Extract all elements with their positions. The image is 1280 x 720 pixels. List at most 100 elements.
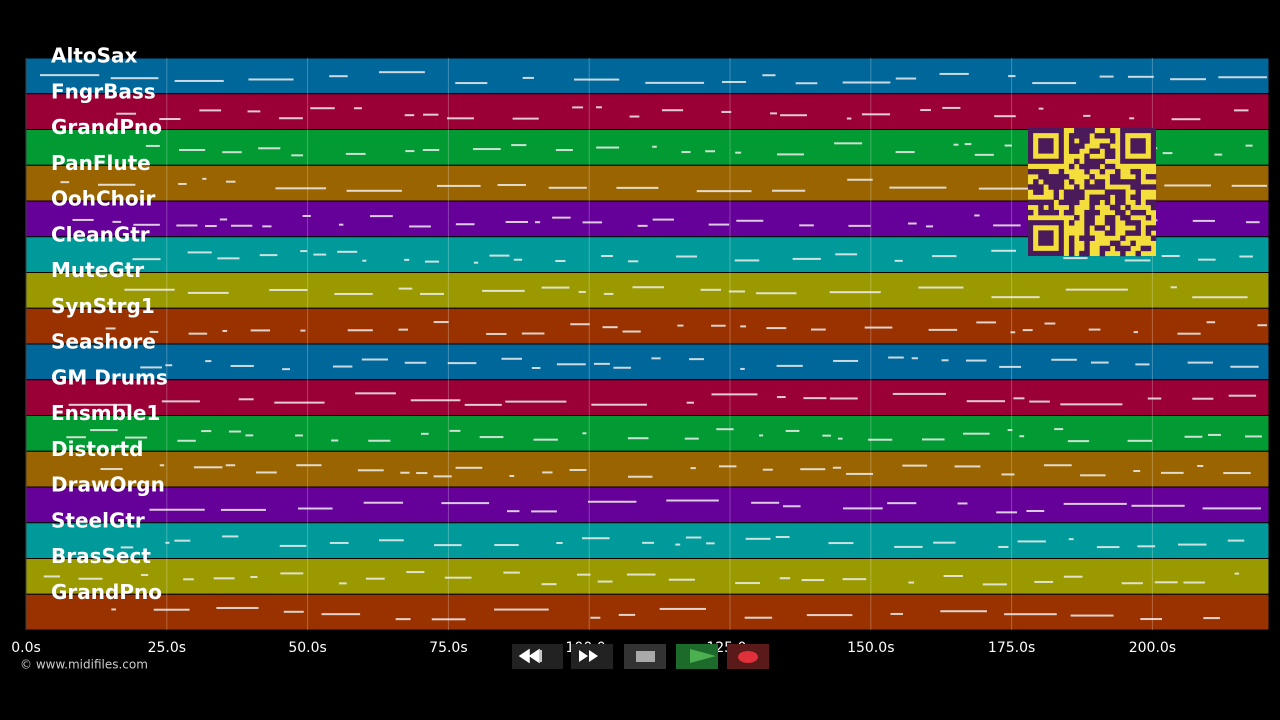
note [379,539,404,542]
note [895,151,915,154]
note [497,183,526,186]
qr-module [1130,230,1136,236]
note [632,286,664,289]
qr-module [1115,199,1121,206]
note [1001,473,1015,476]
note [302,214,311,217]
note [133,223,160,226]
note [541,286,570,289]
qr-module [1079,128,1085,134]
note [262,225,272,228]
note [932,255,957,258]
qr-module [1074,194,1080,200]
qr-module [1145,230,1152,236]
qr-module [1028,168,1034,175]
note [675,543,681,546]
note [991,296,1040,299]
note [569,468,587,471]
note [1013,397,1025,400]
note [659,607,706,610]
note [810,328,826,331]
note [455,466,483,469]
qr-module [1053,209,1060,216]
note [1022,329,1033,332]
note [978,187,1041,190]
qr-module [1104,128,1111,134]
note [455,82,488,85]
qr-module [1135,225,1141,231]
note [718,465,737,468]
qr-module [1074,133,1080,139]
qr-module [1074,189,1080,195]
note [1034,580,1054,583]
note [652,218,674,221]
note [434,544,462,547]
note [111,608,116,611]
note [801,579,825,582]
qr-module [1104,199,1111,206]
note [556,363,586,366]
note [140,573,149,576]
note [696,190,752,193]
note [998,545,1009,548]
qr-module [1099,158,1106,165]
qr-module [1089,128,1095,134]
note [296,464,322,467]
qr-module [1079,189,1085,195]
note [250,329,271,332]
note [642,541,655,544]
note [759,434,764,437]
note [78,577,103,580]
note [153,608,190,611]
qr-module [1068,163,1075,170]
qr-module [1104,220,1111,226]
note [275,187,327,190]
qr-module [1068,209,1075,216]
qr-module [1043,179,1049,185]
note [179,149,206,152]
qr-module [1115,168,1121,175]
qr-module [1109,163,1116,170]
note [1245,144,1253,147]
note [1070,614,1114,617]
qr-module [1125,220,1131,226]
note [507,510,520,513]
note [329,75,348,78]
note [1124,259,1151,262]
qr-module [1048,204,1054,211]
note [355,392,396,395]
note [776,396,786,399]
track-name: BrasSect [51,544,151,568]
rewind-icon [518,648,542,664]
note [684,437,699,440]
qr-module [1109,220,1116,226]
qr-module [1089,235,1095,241]
note [770,112,778,115]
qr-module [1084,230,1090,236]
note [202,177,207,180]
note [645,81,705,84]
track-lane [25,593,1270,631]
note [890,612,903,615]
qr-module [1109,204,1116,211]
note [329,541,349,544]
qr-module [1089,220,1095,226]
qr-module [1084,245,1090,252]
qr-module [1094,158,1100,165]
qr-module [1084,220,1090,226]
note [1127,75,1154,78]
note [531,366,541,369]
note [511,144,527,147]
note [347,329,373,332]
note [966,359,987,362]
note [1063,502,1127,505]
note [187,291,229,294]
qr-module [1120,199,1126,206]
note [283,610,304,613]
qr-module [1135,168,1141,175]
note [573,78,620,81]
qr-module [1079,194,1085,200]
qr-module [1033,168,1039,175]
note [868,438,893,441]
qr-module [1130,220,1136,226]
